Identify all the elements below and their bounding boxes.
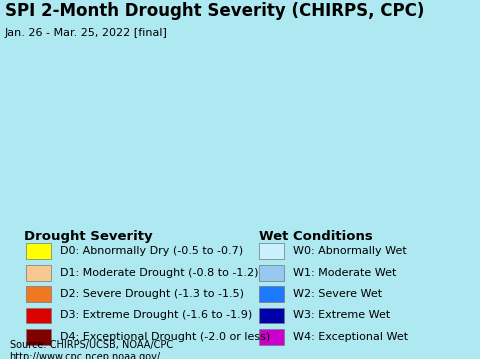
Text: W4: Exceptional Wet: W4: Exceptional Wet <box>293 332 408 342</box>
Text: SPI 2-Month Drought Severity (CHIRPS, CPC): SPI 2-Month Drought Severity (CHIRPS, CP… <box>5 2 424 20</box>
Bar <box>26 286 51 302</box>
Text: Drought Severity: Drought Severity <box>24 230 153 243</box>
Bar <box>26 265 51 281</box>
Bar <box>259 286 284 302</box>
Text: Jan. 26 - Mar. 25, 2022 [final]: Jan. 26 - Mar. 25, 2022 [final] <box>5 28 168 38</box>
Bar <box>26 329 51 345</box>
Bar <box>259 329 284 345</box>
Bar <box>26 308 51 323</box>
Bar <box>259 243 284 259</box>
Text: W2: Severe Wet: W2: Severe Wet <box>293 289 382 299</box>
Text: W3: Extreme Wet: W3: Extreme Wet <box>293 311 390 321</box>
Text: D2: Severe Drought (-1.3 to -1.5): D2: Severe Drought (-1.3 to -1.5) <box>60 289 244 299</box>
Text: W1: Moderate Wet: W1: Moderate Wet <box>293 267 396 278</box>
Text: D3: Extreme Drought (-1.6 to -1.9): D3: Extreme Drought (-1.6 to -1.9) <box>60 311 252 321</box>
Text: D0: Abnormally Dry (-0.5 to -0.7): D0: Abnormally Dry (-0.5 to -0.7) <box>60 246 243 256</box>
Bar <box>259 265 284 281</box>
Text: Source: CHIRPS/UCSB, NOAA/CPC: Source: CHIRPS/UCSB, NOAA/CPC <box>10 340 173 350</box>
Text: W0: Abnormally Wet: W0: Abnormally Wet <box>293 246 407 256</box>
Text: D4: Exceptional Drought (-2.0 or less): D4: Exceptional Drought (-2.0 or less) <box>60 332 270 342</box>
Bar <box>259 308 284 323</box>
Text: Wet Conditions: Wet Conditions <box>259 230 373 243</box>
Text: http://www.cpc.ncep.noaa.gov/: http://www.cpc.ncep.noaa.gov/ <box>10 352 161 359</box>
Bar <box>26 243 51 259</box>
Text: D1: Moderate Drought (-0.8 to -1.2): D1: Moderate Drought (-0.8 to -1.2) <box>60 267 259 278</box>
